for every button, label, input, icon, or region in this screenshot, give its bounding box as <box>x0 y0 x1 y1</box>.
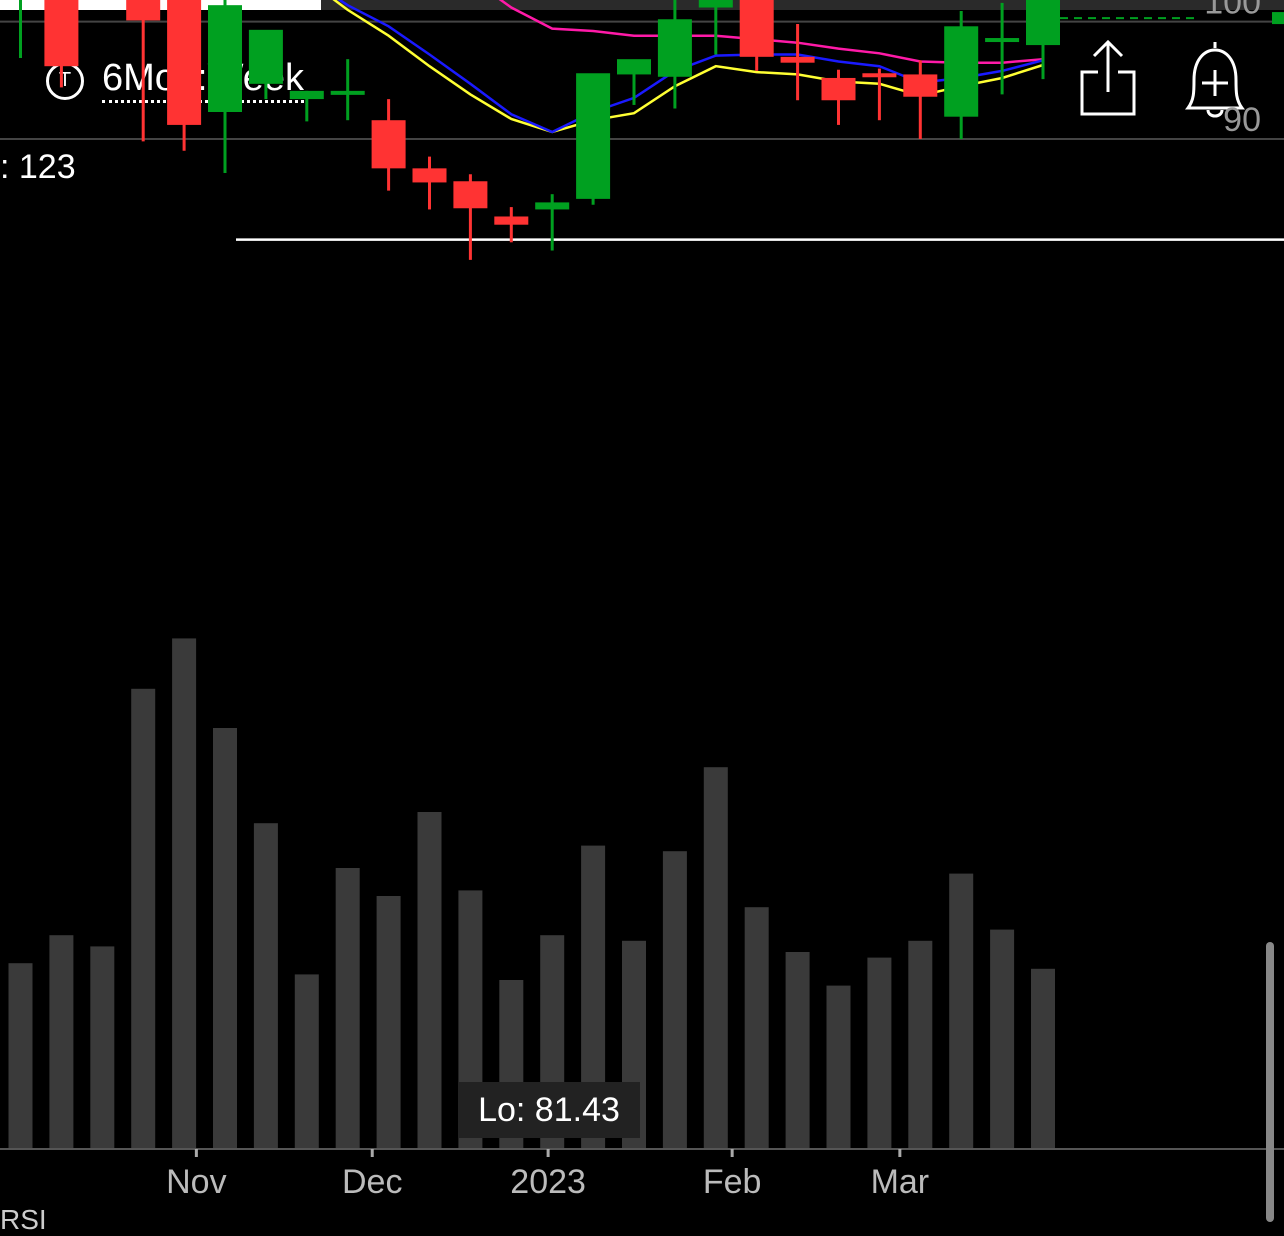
candle-body <box>248 29 283 84</box>
candle-body <box>821 77 856 101</box>
candle-body <box>167 0 202 125</box>
candle-body <box>617 59 651 75</box>
volume-bar <box>703 767 728 1148</box>
volume-bar <box>172 638 197 1148</box>
candle-body <box>944 26 979 117</box>
vertical-scrollbar[interactable] <box>1266 942 1274 1222</box>
volume-bar <box>785 952 810 1148</box>
candle-body <box>862 73 897 78</box>
candle-body <box>698 0 733 8</box>
moving-average-line <box>332 0 1044 134</box>
candle-body <box>535 202 570 210</box>
candle-body <box>208 5 242 112</box>
current-price-marker <box>1272 12 1284 25</box>
candle-body <box>494 216 529 225</box>
x-tick-label: Mar <box>871 1163 930 1201</box>
candle-body <box>1026 0 1060 46</box>
volume-bar <box>131 688 156 1148</box>
volume-bar <box>1031 968 1055 1148</box>
candle-body <box>412 168 447 183</box>
volume-bar <box>8 963 33 1148</box>
add-alert-button[interactable] <box>1180 38 1250 128</box>
volume-bar <box>908 940 933 1148</box>
loading-progress-fill <box>0 0 321 10</box>
volume-bar <box>90 946 115 1148</box>
candle-body <box>780 56 815 63</box>
low-price-label: Lo: 81.43 <box>458 1082 640 1138</box>
candle-body <box>903 74 938 97</box>
volume-bar <box>662 851 687 1148</box>
volume-bar <box>417 812 442 1148</box>
volume-bar <box>335 868 360 1148</box>
candle-body <box>44 0 79 67</box>
volume-bar <box>990 929 1015 1148</box>
volume-bar <box>744 907 769 1148</box>
volume-bar <box>949 873 974 1148</box>
share-icon <box>1080 39 1136 116</box>
candle-body <box>453 181 488 209</box>
candle-body <box>985 38 1020 43</box>
x-tick-label: Nov <box>166 1163 226 1201</box>
candle-body <box>289 90 324 100</box>
share-button[interactable] <box>1076 38 1140 122</box>
volume-bar <box>49 935 74 1148</box>
candle-body <box>739 0 774 57</box>
volume-bar <box>213 728 237 1148</box>
moving-average-line <box>498 0 1044 64</box>
candle-body <box>657 19 692 77</box>
indicator-value-label: : 123 <box>0 148 76 186</box>
loading-progress-track <box>0 0 1284 10</box>
moving-average-line <box>337 0 1044 134</box>
candle-body <box>126 0 161 21</box>
volume-bar <box>376 896 401 1148</box>
x-tick-label: Dec <box>342 1163 402 1201</box>
volume-bar <box>253 823 278 1148</box>
volume-bar <box>826 985 851 1148</box>
candle-body <box>330 90 365 95</box>
y-tick-label: 90 <box>1223 101 1261 139</box>
x-tick-label: 2023 <box>510 1163 586 1201</box>
y-tick-label: 100 <box>1204 0 1261 22</box>
candle-body <box>371 120 406 169</box>
x-tick-label: Feb <box>703 1163 762 1201</box>
volume-bar <box>294 974 319 1148</box>
candle-body <box>576 73 611 199</box>
rsi-section-label: RSI <box>0 1204 47 1235</box>
add-alert-bell-icon <box>1185 42 1245 118</box>
volume-bar <box>867 957 892 1148</box>
